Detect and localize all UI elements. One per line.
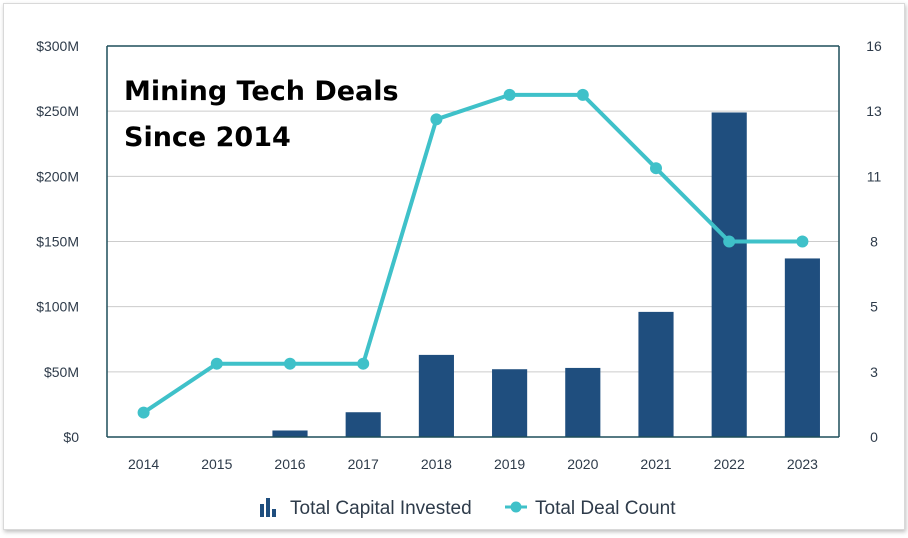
x-tick-label: 2015 [201, 456, 232, 472]
chart: $0 $50M $100M $150M $200M $250M $300M 0 3 5 8 11 13… [36, 38, 882, 519]
deal-count-point-2018 [430, 113, 443, 126]
y-right-ticks: 0 3 5 8 11 13 16 [866, 38, 882, 445]
y-right-tick-label: 11 [867, 168, 882, 184]
deal-count-point-2022 [723, 235, 736, 248]
legend-label-capital: Total Capital Invested [290, 498, 472, 519]
x-tick-label: 2022 [714, 456, 745, 472]
chart-title: Mining Tech Deals Since 2014 [124, 76, 399, 153]
y-left-tick-label: $300M [36, 38, 79, 54]
y-right-tick-label: 8 [870, 234, 878, 250]
deal-count-point-2015 [210, 357, 223, 370]
x-tick-label: 2014 [128, 456, 159, 472]
bar-2023 [784, 258, 820, 437]
legend-line-icon [505, 501, 527, 513]
chart-card: $0 $50M $100M $150M $200M $250M $300M 0 3 5 8 11 13… [3, 3, 905, 530]
y-right-tick-label: 5 [870, 299, 878, 315]
x-tick-label: 2021 [640, 456, 671, 472]
bar-2022 [711, 112, 747, 437]
x-tick-label: 2017 [348, 456, 379, 472]
y-right-tick-label: 3 [870, 364, 878, 380]
deal-count-point-2023 [796, 235, 809, 248]
y-right-tick-label: 0 [870, 429, 878, 445]
chart-title-line-2: Since 2014 [124, 122, 291, 153]
legend-bar-icon [260, 498, 276, 517]
line-series [137, 88, 809, 419]
deal-count-point-2016 [284, 357, 296, 370]
x-tick-label: 2019 [494, 456, 525, 472]
deal-count-point-2019 [503, 88, 516, 101]
x-tick-label: 2016 [274, 456, 305, 472]
bar-2020 [565, 367, 601, 437]
y-right-tick-label: 13 [866, 103, 882, 119]
deal-count-point-2020 [576, 88, 589, 101]
x-tick-label: 2023 [787, 456, 818, 472]
deal-count-line [142, 92, 803, 415]
legend: Total Capital Invested Total Deal Count [260, 498, 676, 519]
deal-count-point-2014 [137, 406, 150, 419]
x-tick-label: 2018 [421, 456, 452, 472]
y-left-tick-label: $200M [36, 168, 79, 184]
bar-series [272, 112, 820, 437]
deal-count-point-2017 [357, 357, 370, 370]
bar-2016 [272, 430, 308, 437]
y-left-tick-label: $150M [36, 234, 79, 250]
y-left-tick-label: $0 [63, 429, 79, 445]
y-left-tick-label: $250M [36, 103, 79, 119]
y-left-tick-label: $100M [36, 299, 79, 315]
bar-2019 [492, 369, 528, 437]
legend-label-deal-count: Total Deal Count [535, 498, 676, 519]
y-left-ticks: $0 $50M $100M $150M $200M $250M $300M [36, 38, 79, 445]
bar-2018 [418, 354, 454, 437]
bar-2021 [638, 311, 674, 437]
chart-title-line-1: Mining Tech Deals [124, 76, 399, 107]
x-ticks: 2014 2015 2016 2017 2018 2019 2020 2021 2022 2023 [128, 456, 818, 472]
x-tick-label: 2020 [567, 456, 598, 472]
y-right-tick-label: 16 [866, 38, 882, 54]
y-left-tick-label: $50M [44, 364, 79, 380]
axes [106, 45, 840, 438]
bar-2017 [345, 412, 381, 437]
deal-count-point-2021 [650, 162, 662, 175]
